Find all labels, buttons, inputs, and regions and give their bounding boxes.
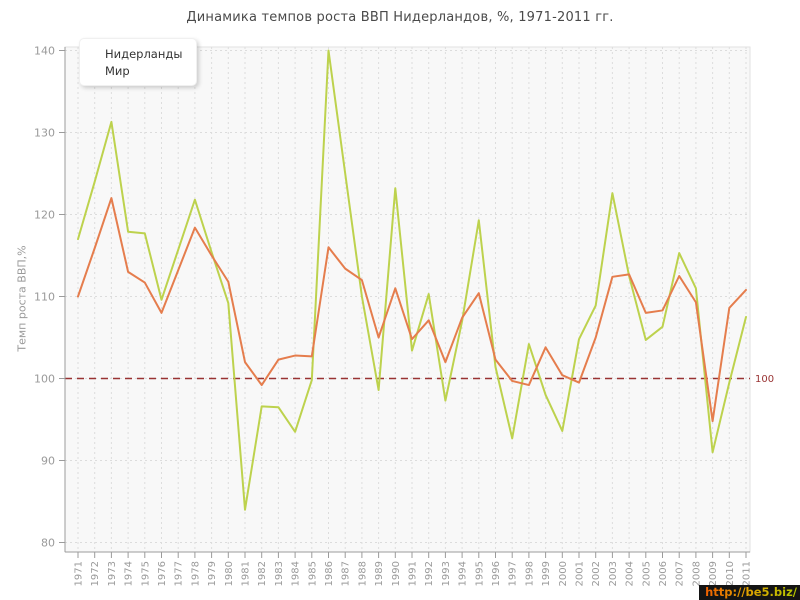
x-tick-label: 2003 <box>608 561 619 586</box>
x-tick-label: 1972 <box>90 561 101 586</box>
x-tick-label: 1987 <box>341 561 352 586</box>
x-tick-label: 1974 <box>124 561 135 586</box>
x-tick-label: 1976 <box>157 561 168 586</box>
x-tick-label: 1991 <box>408 561 419 586</box>
y-tick-label: 110 <box>34 291 55 304</box>
x-tick-label: 1997 <box>508 561 519 586</box>
x-tick-label: 2000 <box>558 561 569 586</box>
x-tick-label: 1996 <box>491 561 502 586</box>
x-tick-label: 1983 <box>274 561 285 586</box>
legend-label-world: Мир <box>105 63 130 78</box>
legend-label-netherlands: Нидерланды <box>105 46 183 61</box>
x-tick-label: 1993 <box>441 561 452 586</box>
legend: Нидерланды Мир <box>79 38 198 86</box>
series-line-world <box>77 197 747 423</box>
x-tick-label: 2008 <box>691 561 702 586</box>
x-tick-label: 1998 <box>524 561 535 586</box>
x-tick-label: 1977 <box>174 561 185 586</box>
legend-item-netherlands: Нидерланды <box>89 45 182 62</box>
x-tick-label: 1979 <box>207 561 218 586</box>
x-tick-label: 1988 <box>357 561 368 586</box>
y-tick-label: 90 <box>41 455 55 468</box>
series-line-netherlands <box>77 49 747 511</box>
x-tick-label: 1985 <box>307 561 318 586</box>
world-series-swatch-icon <box>89 66 98 75</box>
x-tick-label: 2011 <box>742 561 753 586</box>
refline-label: 100 <box>755 374 774 385</box>
x-tick-label: 2001 <box>575 561 586 586</box>
x-tick-label: 2007 <box>675 561 686 586</box>
x-tick-label: 1971 <box>74 561 85 586</box>
x-tick-label: 1973 <box>107 561 118 586</box>
y-tick-label: 140 <box>34 45 55 58</box>
legend-item-world: Мир <box>89 62 182 79</box>
x-tick-label: 1981 <box>241 561 252 586</box>
y-tick-label: 120 <box>34 209 55 222</box>
watermark: http://be5.biz/ <box>699 585 800 600</box>
x-tick-label: 1980 <box>224 561 235 586</box>
x-tick-label: 1982 <box>257 561 268 586</box>
x-tick-label: 1999 <box>541 561 552 586</box>
x-tick-label: 1975 <box>140 561 151 586</box>
x-tick-label: 1978 <box>190 561 201 586</box>
x-tick-label: 2009 <box>708 561 719 586</box>
x-tick-label: 1986 <box>324 561 335 586</box>
y-tick-label: 100 <box>34 373 55 386</box>
netherlands-series-swatch-icon <box>89 49 98 58</box>
x-tick-label: 1990 <box>391 561 402 586</box>
x-tick-label: 1992 <box>424 561 435 586</box>
x-tick-label: 2002 <box>591 561 602 586</box>
x-tick-label: 1994 <box>458 561 469 586</box>
y-tick-label: 80 <box>41 537 55 550</box>
x-tick-label: 2006 <box>658 561 669 586</box>
x-tick-label: 1995 <box>474 561 485 586</box>
x-tick-label: 2010 <box>725 561 736 586</box>
x-tick-label: 1989 <box>374 561 385 586</box>
watermark-url: http://be5.biz/ <box>705 585 797 599</box>
x-tick-label: 1984 <box>291 561 302 586</box>
x-tick-label: 2004 <box>625 561 636 586</box>
x-tick-label: 2005 <box>641 561 652 586</box>
y-tick-label: 130 <box>34 127 55 140</box>
chart-title: Динамика темпов роста ВВП Нидерландов, %… <box>186 10 614 25</box>
